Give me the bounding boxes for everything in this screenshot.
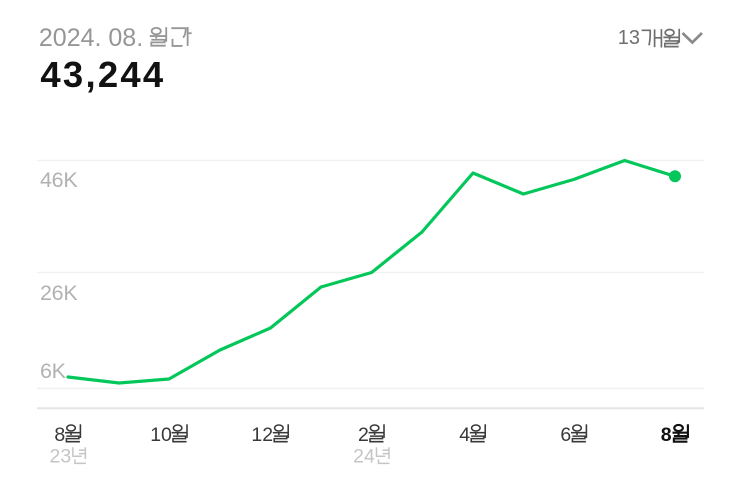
svg-text:8: 8 [661,424,672,446]
svg-text:12: 12 [251,424,273,446]
svg-text:2024. 08.: 2024. 08. [39,24,143,52]
svg-text:4: 4 [459,424,470,446]
svg-text:24: 24 [353,446,375,468]
svg-text:26K: 26K [40,281,78,305]
svg-text:43,244: 43,244 [40,54,165,95]
svg-text:13: 13 [618,27,640,49]
svg-text:8: 8 [54,424,65,446]
svg-text:10: 10 [150,424,172,446]
svg-text:6: 6 [560,424,571,446]
svg-text:46K: 46K [40,168,78,192]
svg-text:23: 23 [50,446,72,468]
svg-text:2: 2 [358,424,369,446]
svg-text:6K: 6K [40,359,67,383]
